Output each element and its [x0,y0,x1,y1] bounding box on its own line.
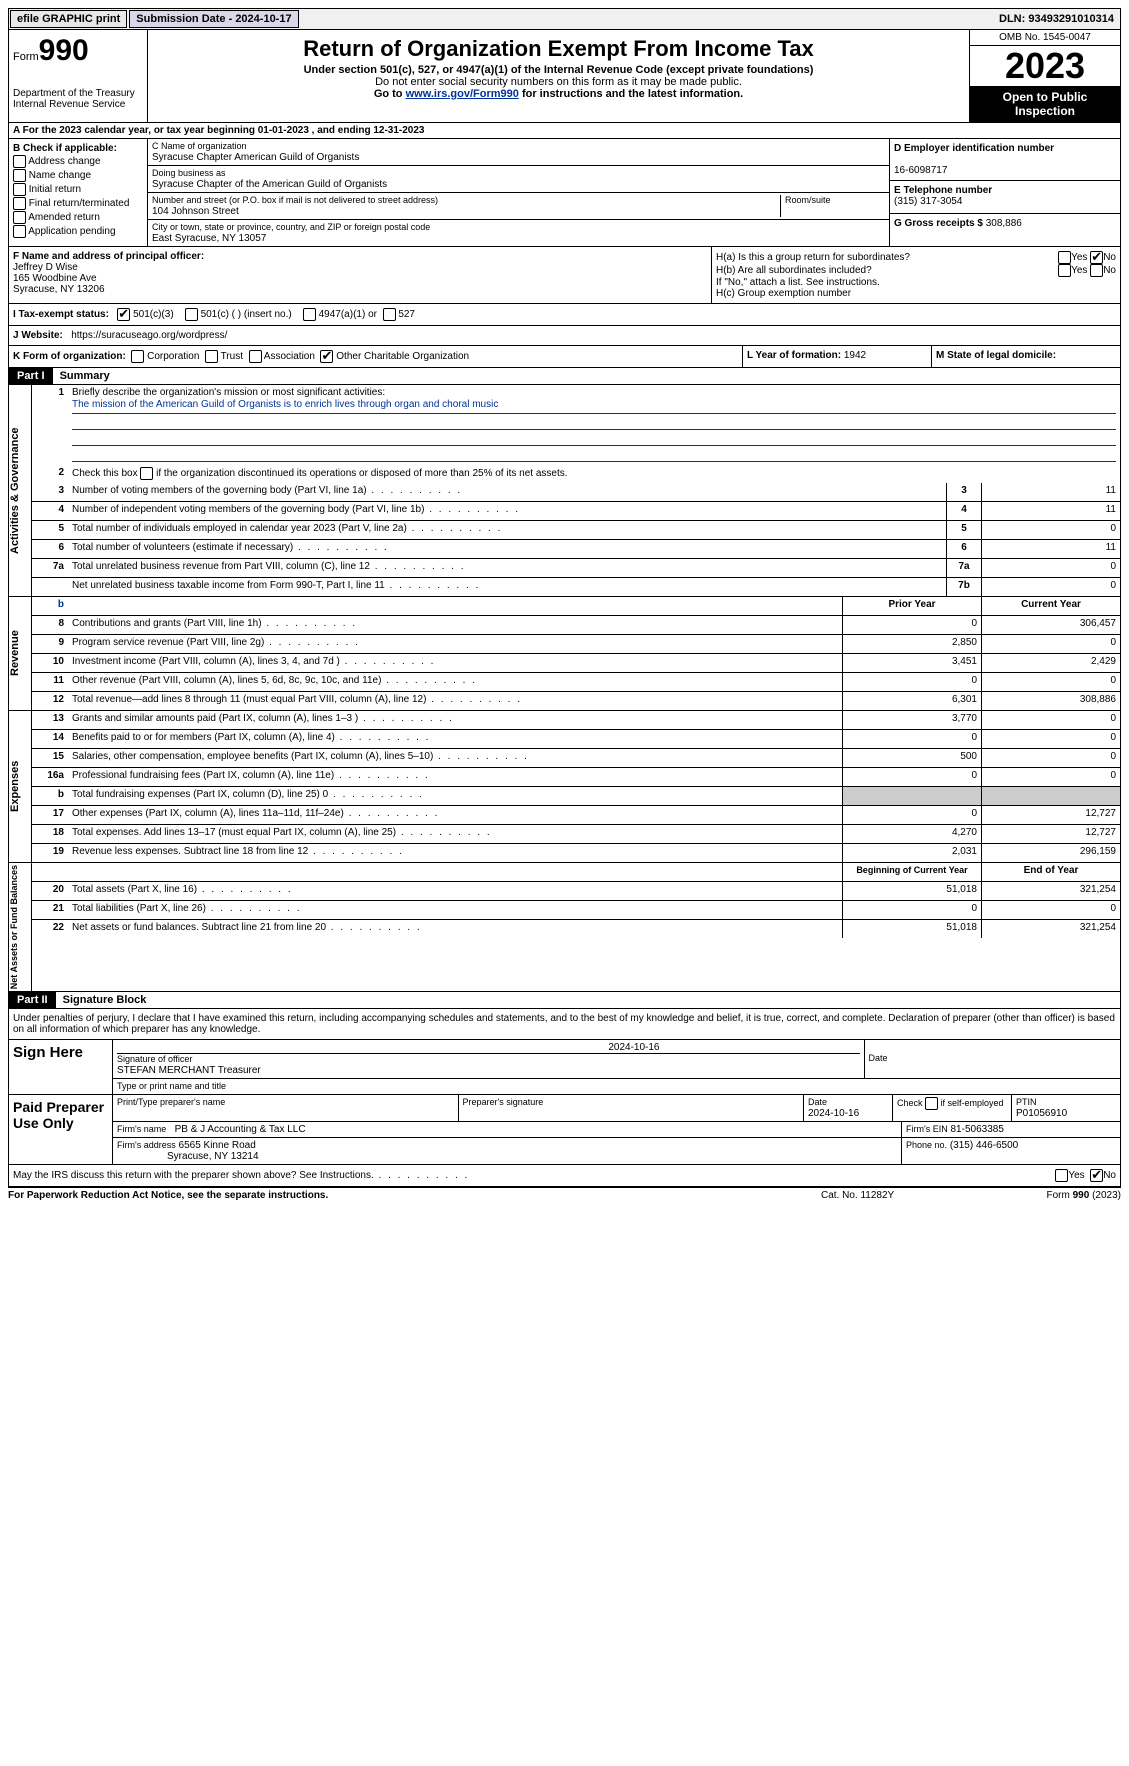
table-row: 9Program service revenue (Part VIII, lin… [32,635,1120,654]
ptin: P01056910 [1016,1108,1067,1119]
checkbox-trust[interactable] [205,350,218,363]
form-title: Return of Organization Exempt From Incom… [152,36,965,62]
table-row: 20Total assets (Part X, line 16)51,01832… [32,882,1120,901]
box-k-l-m: K Form of organization: Corporation Trus… [8,346,1121,368]
checkbox-hb-no[interactable] [1090,264,1103,277]
checkbox-discuss-no[interactable] [1090,1169,1103,1182]
box-f-h: F Name and address of principal officer:… [8,247,1121,304]
open-inspection: Open to Public Inspection [970,86,1120,122]
table-row: 22Net assets or fund balances. Subtract … [32,920,1120,938]
signature-block: Under penalties of perjury, I declare th… [8,1009,1121,1187]
checkbox-self-employed[interactable] [925,1097,938,1110]
dept-label: Department of the Treasury [13,88,143,99]
table-row: 17Other expenses (Part IX, column (A), l… [32,806,1120,825]
checkbox-other-org[interactable] [320,350,333,363]
table-row: 10Investment income (Part VIII, column (… [32,654,1120,673]
table-row: 7aTotal unrelated business revenue from … [32,559,1120,578]
firm-name: PB & J Accounting & Tax LLC [175,1124,306,1135]
part1-header: Part I Summary [8,368,1121,385]
perjury-declaration: Under penalties of perjury, I declare th… [9,1009,1120,1040]
goto-line: Go to www.irs.gov/Form990 for instructio… [152,88,965,100]
section-revenue: Revenue b Prior Year Current Year 8Contr… [8,597,1121,711]
checkbox-501c3[interactable] [117,308,130,321]
checkbox-ha-yes[interactable] [1058,251,1071,264]
box-c: C Name of organization Syracuse Chapter … [148,139,889,246]
org-name: Syracuse Chapter American Guild of Organ… [152,152,359,163]
telephone: (315) 317-3054 [894,196,962,207]
checkbox-assoc[interactable] [249,350,262,363]
part2-header: Part II Signature Block [8,992,1121,1009]
entity-block: B Check if applicable: Address change Na… [8,139,1121,247]
checkbox-amended[interactable] [13,211,26,224]
checkbox-corp[interactable] [131,350,144,363]
page-footer: For Paperwork Reduction Act Notice, see … [8,1187,1121,1203]
table-row: 13Grants and similar amounts paid (Part … [32,711,1120,730]
paid-preparer-label: Paid Preparer Use Only [9,1095,113,1164]
table-row: 12Total revenue—add lines 8 through 11 (… [32,692,1120,710]
table-row: 8Contributions and grants (Part VIII, li… [32,616,1120,635]
checkbox-527[interactable] [383,308,396,321]
checkbox-initial-return[interactable] [13,183,26,196]
table-row: 3Number of voting members of the governi… [32,483,1120,502]
officer-signature-name: STEFAN MERCHANT Treasurer [117,1065,261,1076]
table-row: 6Total number of volunteers (estimate if… [32,540,1120,559]
table-row: bTotal fundraising expenses (Part IX, co… [32,787,1120,806]
table-row: Net unrelated business taxable income fr… [32,578,1120,596]
table-row: 21Total liabilities (Part X, line 26)00 [32,901,1120,920]
officer-name: Jeffrey D Wise [13,262,78,273]
table-row: 14Benefits paid to or for members (Part … [32,730,1120,749]
checkbox-501c[interactable] [185,308,198,321]
checkbox-name-change[interactable] [13,169,26,182]
checkbox-ha-no[interactable] [1090,251,1103,264]
checkbox-discontinued[interactable] [140,467,153,480]
box-j: J Website: https://suracuseago.org/wordp… [8,326,1121,346]
checkbox-app-pending[interactable] [13,225,26,238]
checkbox-discuss-yes[interactable] [1055,1169,1068,1182]
form990-link[interactable]: www.irs.gov/Form990 [406,88,519,100]
street-address: 104 Johnson Street [152,206,239,217]
form-header: Form990 Department of the Treasury Inter… [8,30,1121,123]
discuss-question: May the IRS discuss this return with the… [13,1170,1055,1181]
dba-name: Syracuse Chapter of the American Guild o… [152,179,387,190]
dln-label: DLN: 93493291010314 [993,11,1120,27]
tax-year: 2023 [970,46,1120,86]
checkbox-4947[interactable] [303,308,316,321]
table-row: 15Salaries, other compensation, employee… [32,749,1120,768]
year-formation: 1942 [844,350,866,361]
box-d-e-g: D Employer identification number 16-6098… [889,139,1120,246]
form-number: Form990 [13,34,143,68]
firm-phone: (315) 446-6500 [950,1140,1018,1151]
section-net-assets: Net Assets or Fund Balances Beginning of… [8,863,1121,992]
ein: 16-6098717 [894,165,947,176]
table-row: 5Total number of individuals employed in… [32,521,1120,540]
section-expenses: Expenses 13Grants and similar amounts pa… [8,711,1121,863]
box-i: I Tax-exempt status: 501(c)(3) 501(c) ( … [8,304,1121,326]
table-row: 4Number of independent voting members of… [32,502,1120,521]
ssn-note: Do not enter social security numbers on … [152,76,965,88]
section-governance: Activities & Governance 1 Briefly descri… [8,385,1121,597]
efile-print-button[interactable]: efile GRAPHIC print [10,10,127,28]
city-state-zip: East Syracuse, NY 13057 [152,233,266,244]
table-row: 19Revenue less expenses. Subtract line 1… [32,844,1120,862]
top-bar: efile GRAPHIC print Submission Date - 20… [8,8,1121,30]
submission-date: Submission Date - 2024-10-17 [129,10,298,28]
line-a: A For the 2023 calendar year, or tax yea… [8,123,1121,139]
checkbox-address-change[interactable] [13,155,26,168]
irs-label: Internal Revenue Service [13,99,143,110]
table-row: 11Other revenue (Part VIII, column (A), … [32,673,1120,692]
sign-here-label: Sign Here [9,1040,113,1094]
gross-receipts: 308,886 [986,218,1022,229]
mission-text: The mission of the American Guild of Org… [72,399,1116,414]
checkbox-final-return[interactable] [13,197,26,210]
form-subtitle: Under section 501(c), 527, or 4947(a)(1)… [152,64,965,76]
firm-ein: 81-5063385 [951,1124,1004,1135]
omb-number: OMB No. 1545-0047 [970,30,1120,46]
table-row: 18Total expenses. Add lines 13–17 (must … [32,825,1120,844]
checkbox-hb-yes[interactable] [1058,264,1071,277]
website-url[interactable]: https://suracuseago.org/wordpress/ [71,330,227,341]
box-b: B Check if applicable: Address change Na… [9,139,148,246]
table-row: 16aProfessional fundraising fees (Part I… [32,768,1120,787]
